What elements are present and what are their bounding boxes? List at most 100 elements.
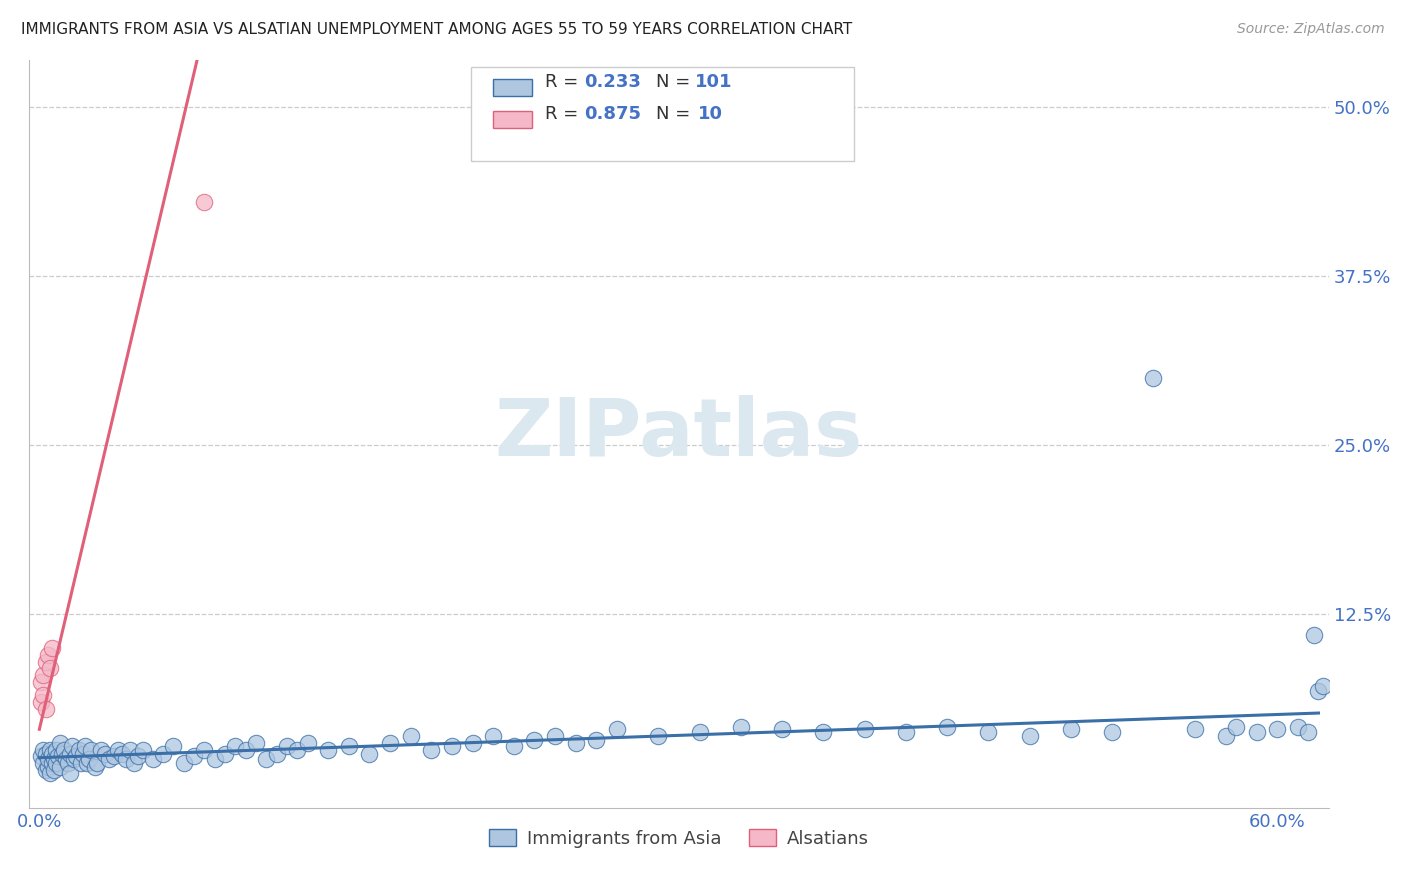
Point xyxy=(73,739,96,753)
Point xyxy=(77,752,100,766)
Point xyxy=(55,752,77,766)
Point xyxy=(72,747,94,761)
Point xyxy=(214,747,236,761)
Point xyxy=(122,756,145,771)
Point xyxy=(193,194,215,209)
Point xyxy=(41,747,63,761)
Point xyxy=(977,725,1000,739)
Point xyxy=(30,749,52,764)
Point xyxy=(49,760,72,774)
Point xyxy=(1296,725,1319,739)
Point xyxy=(224,739,246,753)
Point xyxy=(523,733,546,747)
Point xyxy=(38,765,60,780)
Point xyxy=(162,739,184,753)
Point xyxy=(34,655,56,669)
Point xyxy=(69,756,91,771)
FancyBboxPatch shape xyxy=(494,79,531,95)
Point xyxy=(59,765,82,780)
Point xyxy=(49,736,72,750)
Point xyxy=(399,729,422,743)
Point xyxy=(65,749,87,764)
Text: ZIPatlas: ZIPatlas xyxy=(495,394,863,473)
Point xyxy=(84,760,107,774)
Point xyxy=(235,742,257,756)
Text: Source: ZipAtlas.com: Source: ZipAtlas.com xyxy=(1237,22,1385,37)
Point xyxy=(30,695,52,709)
Point xyxy=(502,739,524,753)
Point xyxy=(111,747,134,761)
Point xyxy=(813,725,835,739)
Point xyxy=(689,725,711,739)
FancyBboxPatch shape xyxy=(471,67,855,161)
Point xyxy=(1286,720,1309,734)
Point xyxy=(359,747,381,761)
Text: R =: R = xyxy=(546,105,583,123)
Point xyxy=(38,742,60,756)
Point xyxy=(63,752,86,766)
Point xyxy=(152,747,174,761)
Point xyxy=(1308,684,1330,698)
Point xyxy=(37,648,59,662)
Point xyxy=(42,763,65,777)
Point xyxy=(254,752,277,766)
Text: N =: N = xyxy=(655,73,696,91)
Point xyxy=(1184,723,1206,737)
Point xyxy=(276,739,298,753)
Point xyxy=(285,742,308,756)
Point xyxy=(461,736,484,750)
Point xyxy=(1225,720,1247,734)
Point xyxy=(1303,627,1326,641)
Point xyxy=(30,675,52,690)
Point xyxy=(37,752,59,766)
Text: N =: N = xyxy=(655,105,702,123)
Point xyxy=(544,729,567,743)
Point xyxy=(440,739,463,753)
Point xyxy=(38,661,60,675)
Point xyxy=(316,742,339,756)
Point xyxy=(98,752,121,766)
Legend: Immigrants from Asia, Alsatians: Immigrants from Asia, Alsatians xyxy=(482,822,876,855)
Point xyxy=(894,725,917,739)
Point xyxy=(853,723,876,737)
Point xyxy=(1265,723,1288,737)
Point xyxy=(1215,729,1237,743)
Point xyxy=(193,742,215,756)
Point xyxy=(32,689,55,703)
Point xyxy=(183,749,205,764)
Point xyxy=(103,749,125,764)
Point xyxy=(564,736,586,750)
Text: IMMIGRANTS FROM ASIA VS ALSATIAN UNEMPLOYMENT AMONG AGES 55 TO 59 YEARS CORRELAT: IMMIGRANTS FROM ASIA VS ALSATIAN UNEMPLO… xyxy=(21,22,852,37)
Point xyxy=(59,747,82,761)
Text: R =: R = xyxy=(546,73,583,91)
Point xyxy=(80,742,103,756)
Point xyxy=(647,729,669,743)
Point xyxy=(297,736,319,750)
Point xyxy=(266,747,288,761)
Point xyxy=(1142,370,1164,384)
Point xyxy=(51,747,73,761)
Point xyxy=(120,742,142,756)
FancyBboxPatch shape xyxy=(494,112,531,128)
Point xyxy=(204,752,226,766)
Point xyxy=(37,760,59,774)
Point xyxy=(60,739,83,753)
Point xyxy=(173,756,195,771)
Point xyxy=(45,756,67,771)
Point xyxy=(1101,725,1123,739)
Point xyxy=(1312,679,1334,693)
Point xyxy=(32,742,55,756)
Point xyxy=(32,756,55,771)
Point xyxy=(76,756,98,771)
Point xyxy=(90,742,112,756)
Point xyxy=(107,742,129,756)
Text: 0.875: 0.875 xyxy=(583,105,641,123)
Point xyxy=(245,736,267,750)
Point xyxy=(45,742,67,756)
Point xyxy=(115,752,138,766)
Point xyxy=(337,739,360,753)
Point xyxy=(127,749,149,764)
Point xyxy=(67,742,90,756)
Point xyxy=(936,720,959,734)
Point xyxy=(41,641,63,656)
